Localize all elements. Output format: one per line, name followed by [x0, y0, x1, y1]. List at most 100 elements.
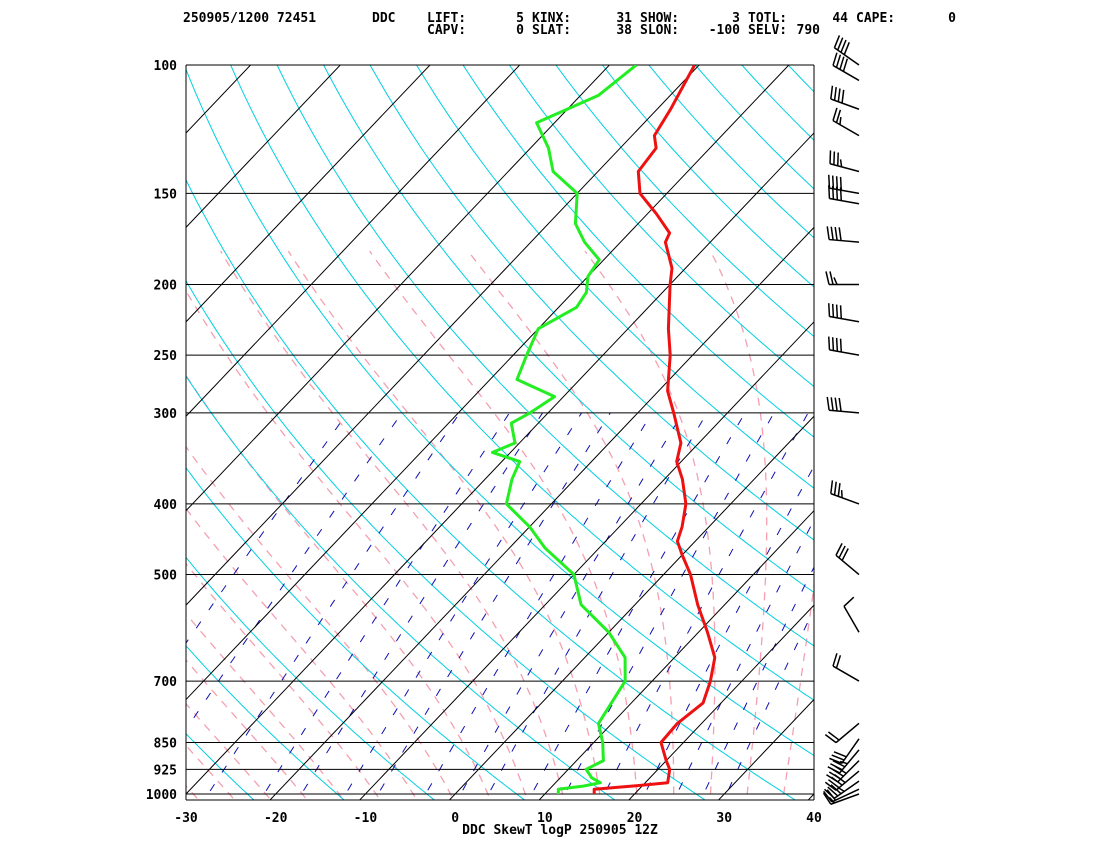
header-slat: SLAT:	[532, 23, 571, 38]
wind-barb-feather	[837, 176, 838, 189]
wind-barb-staff	[836, 555, 859, 574]
dry-adiabat	[178, 49, 901, 810]
moist-adiabat	[221, 251, 566, 809]
isotherm	[0, 49, 715, 810]
wind-barb-feather	[833, 108, 837, 121]
mixing-ratio-line	[557, 413, 774, 810]
dry-adiabat	[682, 49, 1120, 810]
dry-adiabat	[361, 49, 1120, 810]
dry-adiabats	[0, 49, 1120, 810]
wind-barb-feather	[842, 90, 844, 103]
header-cape-v: 0	[948, 11, 956, 26]
mixing-ratio-line	[292, 413, 543, 810]
wind-barb-feather	[833, 53, 837, 66]
wind-barb	[831, 480, 859, 504]
wind-barb-feather	[836, 55, 840, 68]
wind-barb-feather	[838, 483, 840, 496]
header-id: 250905/1200 72451	[183, 11, 316, 26]
pressure-tick-label: 500	[154, 569, 178, 584]
wind-barb-staff	[829, 199, 859, 204]
wind-barb	[827, 397, 859, 413]
wind-barb-feather	[830, 271, 833, 284]
temperature-tick-label: -30	[174, 811, 198, 826]
moist-adiabat	[2, 251, 387, 809]
wind-barb-staff	[831, 494, 859, 504]
wind-barb-feather	[833, 176, 834, 189]
chart-footer: DDC SkewT logP 250905 12Z	[462, 823, 658, 838]
dry-adiabat	[773, 49, 1120, 810]
wind-barb-staff	[833, 121, 859, 136]
wind-barb	[825, 771, 859, 790]
wind-barb-feather	[839, 398, 841, 411]
dry-adiabat	[590, 49, 1120, 810]
moist-adiabat	[0, 251, 171, 809]
isotherm	[0, 49, 535, 810]
wind-barb-staff	[829, 188, 859, 193]
pressure-tick-label: 400	[154, 498, 178, 513]
dry-adiabat	[911, 49, 1120, 810]
wind-barb	[829, 303, 859, 322]
wind-barb-feather	[835, 227, 837, 240]
header-station: DDC	[372, 11, 395, 26]
header-slon-v: -100	[709, 23, 740, 38]
wind-barb-feather	[827, 397, 829, 410]
wind-barb-staff	[833, 65, 859, 80]
wind-barb-staff	[830, 164, 859, 172]
wind-barb-feather	[838, 88, 840, 101]
isotherm	[530, 49, 1120, 810]
wind-barb-feather	[829, 303, 830, 316]
dry-adiabat	[41, 49, 629, 810]
pressure-tick-label: 100	[154, 59, 178, 74]
isotherm	[620, 49, 1120, 810]
wind-barb-feather	[833, 337, 834, 350]
wind-barb-staff	[836, 723, 859, 742]
wind-barb-feather	[841, 339, 842, 352]
wind-barb	[844, 597, 859, 632]
header-selv: SELV:	[748, 23, 787, 38]
mixing-ratio-line	[369, 413, 610, 810]
wind-barb	[830, 150, 859, 171]
isotherm	[710, 49, 1120, 810]
header-slon: SLON:	[640, 23, 679, 38]
moist-adiabats	[0, 251, 832, 809]
moist-adiabat	[0, 251, 207, 809]
isotherm	[82, 49, 805, 810]
header-totl-v: 44	[832, 11, 848, 26]
mixing-ratio-line	[72, 413, 348, 810]
dry-adiabat	[224, 49, 992, 810]
mixing-ratio-line	[255, 413, 510, 810]
wind-barb-feather	[841, 305, 842, 318]
wind-barb-feather	[833, 304, 834, 317]
wind-barb-staff	[844, 606, 859, 632]
wind-barb-feather	[833, 653, 837, 666]
temperature-tick-label: 40	[806, 811, 822, 826]
wind-barb	[831, 86, 859, 110]
dry-adiabat	[86, 49, 719, 810]
isotherm	[799, 49, 1120, 810]
dry-adiabat	[636, 49, 1120, 810]
wind-barb	[833, 653, 859, 681]
wind-barb-feather	[835, 87, 837, 100]
wind-barb-feather	[829, 175, 830, 188]
header-capv: CAPV:	[427, 23, 466, 38]
wind-barb-staff	[829, 317, 859, 322]
wind-barb-staff	[829, 350, 859, 355]
moist-adiabat	[0, 251, 243, 809]
isotherm	[351, 49, 1074, 810]
header-cape: CAPE:	[856, 11, 895, 26]
pressure-tick-label: 250	[154, 349, 178, 364]
temperature-tick-label: 30	[716, 811, 732, 826]
wind-barb-feather	[844, 597, 854, 606]
wind-barb-feather	[835, 398, 837, 411]
header-capv-v: 0	[516, 23, 524, 38]
isotherm	[0, 49, 266, 810]
wind-barb-feather	[831, 86, 833, 99]
mixing-ratio-line	[720, 413, 914, 810]
wind-barb-staff	[833, 666, 859, 681]
dry-adiabat	[499, 49, 1120, 810]
isotherm	[440, 49, 1120, 810]
dry-adiabat	[865, 49, 1120, 810]
